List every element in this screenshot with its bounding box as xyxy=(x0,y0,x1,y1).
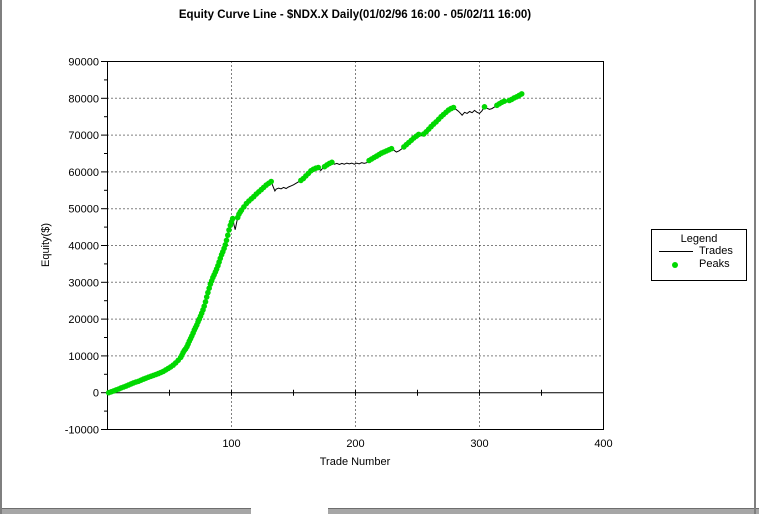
svg-text:40000: 40000 xyxy=(68,241,99,253)
svg-text:300: 300 xyxy=(470,438,488,450)
svg-text:10000: 10000 xyxy=(68,351,99,363)
svg-text:200: 200 xyxy=(346,438,364,450)
svg-text:100: 100 xyxy=(222,438,240,450)
legend-item-trades: Trades xyxy=(652,245,746,258)
svg-text:20000: 20000 xyxy=(68,314,99,326)
x-axis-label: Trade Number xyxy=(319,456,391,468)
svg-text:60000: 60000 xyxy=(68,167,99,179)
legend-label-trades: Trades xyxy=(699,245,733,257)
window-border-right xyxy=(754,0,756,514)
legend-label-peaks: Peaks xyxy=(699,258,730,270)
svg-text:30000: 30000 xyxy=(68,277,99,289)
trades-line-icon xyxy=(659,245,695,258)
legend-item-peaks: Peaks xyxy=(652,258,746,271)
svg-text:90000: 90000 xyxy=(68,57,99,69)
svg-text:80000: 80000 xyxy=(68,93,99,105)
svg-text:0: 0 xyxy=(93,388,99,400)
legend-title: Legend xyxy=(680,233,718,245)
window-border-left xyxy=(0,0,2,514)
status-bar-segment-right xyxy=(328,508,759,514)
svg-text:50000: 50000 xyxy=(68,204,99,216)
chart-title: Equity Curve Line - $NDX.X Daily(01/02/9… xyxy=(178,9,532,21)
y-axis-label: Equity($) xyxy=(40,222,52,268)
svg-text:70000: 70000 xyxy=(68,130,99,142)
svg-text:400: 400 xyxy=(594,438,612,450)
status-bar-segment-left xyxy=(1,508,251,514)
svg-text:-10000: -10000 xyxy=(65,425,99,437)
legend: Legend Trades Peaks xyxy=(651,229,747,281)
peaks-dot-icon xyxy=(659,258,695,271)
